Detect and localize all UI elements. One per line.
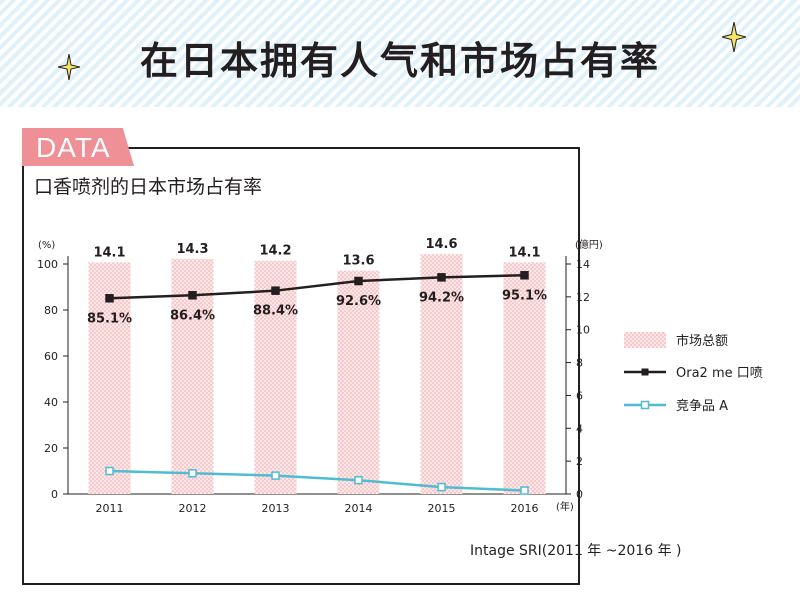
- data-labels: 14.1 14.3 14.2 13.6 14.6 14.1 85.1% 86.4% 88.4% 9…: [87, 237, 547, 326]
- line-value-label: 88.4%: [253, 304, 298, 319]
- x-tick-label: 2011: [96, 502, 124, 515]
- right-axis-unit: (億円): [575, 238, 603, 251]
- line-value-label: 95.1%: [502, 288, 547, 303]
- legend-label: Ora2 me 口喷: [676, 366, 763, 381]
- bar: [337, 270, 380, 494]
- x-tick-label: 2016: [511, 502, 539, 515]
- chart-frame: [22, 147, 580, 585]
- x-tick-label: 2014: [345, 502, 373, 515]
- bar: [420, 254, 463, 494]
- right-tick-label: 12: [576, 291, 590, 304]
- left-tick-label: 20: [44, 442, 58, 455]
- banner-title: 在日本拥有人气和市场占有率: [139, 39, 660, 83]
- line-value-label: 94.2%: [419, 290, 464, 305]
- bar: [503, 262, 546, 494]
- right-tick-label: 14: [576, 258, 590, 271]
- legend-swatch-bar: [624, 332, 666, 348]
- competitor-line: [109, 469, 525, 492]
- line-value-label: 86.4%: [170, 308, 215, 323]
- competitor-line-marker: [437, 482, 446, 492]
- main-line: [109, 274, 525, 300]
- data-tab-label: DATA: [36, 132, 111, 163]
- competitor-line-marker: [188, 469, 197, 478]
- x-tick-label: 2012: [179, 502, 207, 515]
- line-value-label: 92.6%: [336, 294, 381, 309]
- right-tick-label: 0: [576, 488, 583, 501]
- right-tick-label: 10: [576, 324, 590, 337]
- left-axis-unit: (%): [38, 240, 55, 251]
- source-note: Intage SRI(2011 年 ~2016 年 ): [470, 543, 682, 559]
- data-tab: DATA: [22, 128, 134, 166]
- bar-value-label: 14.2: [259, 244, 291, 259]
- competitor-line-marker: [520, 486, 529, 495]
- bar: [254, 260, 297, 494]
- legend-swatch-main-marker: [641, 368, 649, 376]
- main-line-marker: [271, 286, 280, 295]
- competitor-line-marker: [271, 471, 280, 480]
- bar-value-label: 14.1: [508, 245, 540, 260]
- left-tick-label: 100: [37, 258, 58, 271]
- bar-value-label: 14.3: [176, 242, 208, 257]
- main-line-marker: [520, 271, 529, 280]
- chart-axes: 0 20 40 60 80 100 0 2 4 6 8 10 12 14 (%) (億円) (年) 2011 201…: [37, 238, 603, 515]
- legend-swatch-comp-marker: [640, 400, 650, 410]
- chart-title: 口香喷剂的日本市场占有率: [34, 176, 263, 198]
- legend-label: 竞争品 A: [676, 398, 728, 414]
- line-series: [105, 271, 529, 495]
- main-line-marker: [188, 291, 197, 300]
- right-tick-label: 2: [576, 455, 583, 468]
- left-tick-label: 60: [44, 350, 58, 363]
- bar-value-label: 14.1: [93, 245, 125, 260]
- sparkle-icon: [722, 22, 746, 52]
- main-line-marker: [105, 294, 114, 303]
- main-line-marker: [354, 276, 363, 286]
- bar-value-label: 14.6: [425, 237, 457, 252]
- left-tick-label: 0: [51, 488, 58, 501]
- x-axis-unit: (年): [556, 500, 574, 513]
- left-tick-label: 40: [44, 396, 58, 409]
- legend-label: 市场总额: [676, 333, 728, 349]
- x-tick-label: 2015: [428, 502, 456, 515]
- bar-series: [88, 254, 546, 494]
- bar-value-label: 13.6: [342, 254, 374, 269]
- right-tick-label: 4: [576, 422, 583, 435]
- right-tick-label: 6: [576, 389, 583, 402]
- sparkle-icon: [58, 54, 80, 80]
- right-tick-label: 8: [576, 357, 583, 370]
- x-tick-label: 2013: [262, 502, 290, 515]
- competitor-line-marker: [354, 475, 363, 485]
- competitor-line-marker: [105, 466, 114, 476]
- left-tick-label: 80: [44, 304, 58, 317]
- header-banner: 在日本拥有人气和市场占有率: [0, 0, 800, 107]
- main-line-marker: [437, 273, 446, 282]
- line-value-label: 85.1%: [87, 311, 132, 326]
